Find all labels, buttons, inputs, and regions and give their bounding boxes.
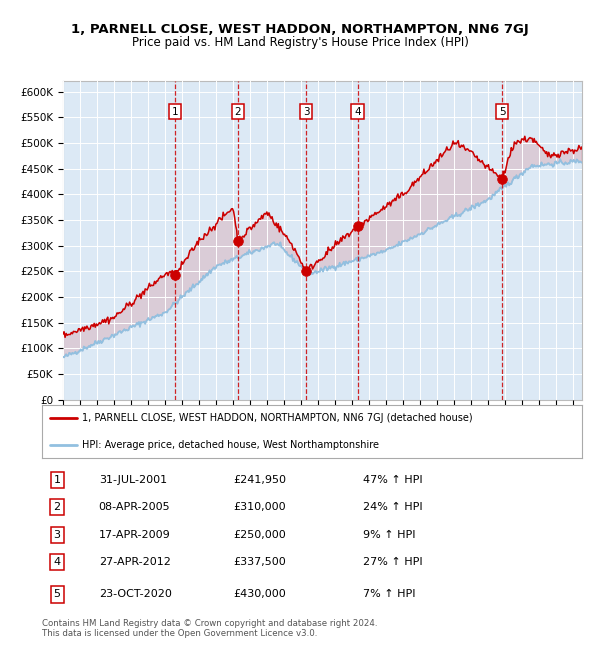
Text: 5: 5 — [53, 590, 61, 599]
Text: 4: 4 — [355, 107, 361, 116]
Text: £337,500: £337,500 — [234, 557, 286, 567]
Text: 31-JUL-2001: 31-JUL-2001 — [98, 475, 167, 485]
Text: £430,000: £430,000 — [234, 590, 286, 599]
Text: 24% ↑ HPI: 24% ↑ HPI — [364, 502, 423, 512]
Text: 2: 2 — [53, 502, 61, 512]
Text: 1, PARNELL CLOSE, WEST HADDON, NORTHAMPTON, NN6 7GJ (detached house): 1, PARNELL CLOSE, WEST HADDON, NORTHAMPT… — [83, 413, 473, 423]
Text: 3: 3 — [303, 107, 310, 116]
Text: £250,000: £250,000 — [234, 530, 286, 540]
Text: 3: 3 — [53, 530, 61, 540]
Text: 5: 5 — [499, 107, 506, 116]
Text: 17-APR-2009: 17-APR-2009 — [98, 530, 170, 540]
Text: 47% ↑ HPI: 47% ↑ HPI — [364, 475, 423, 485]
Text: 08-APR-2005: 08-APR-2005 — [98, 502, 170, 512]
Text: Contains HM Land Registry data © Crown copyright and database right 2024.
This d: Contains HM Land Registry data © Crown c… — [42, 619, 377, 638]
Text: 1: 1 — [53, 475, 61, 485]
Text: Price paid vs. HM Land Registry's House Price Index (HPI): Price paid vs. HM Land Registry's House … — [131, 36, 469, 49]
Text: 1: 1 — [172, 107, 178, 116]
Text: 1, PARNELL CLOSE, WEST HADDON, NORTHAMPTON, NN6 7GJ: 1, PARNELL CLOSE, WEST HADDON, NORTHAMPT… — [71, 23, 529, 36]
Text: 4: 4 — [53, 557, 61, 567]
Text: 27-APR-2012: 27-APR-2012 — [98, 557, 170, 567]
Text: £310,000: £310,000 — [234, 502, 286, 512]
Text: HPI: Average price, detached house, West Northamptonshire: HPI: Average price, detached house, West… — [83, 440, 380, 450]
Text: 9% ↑ HPI: 9% ↑ HPI — [364, 530, 416, 540]
Text: 23-OCT-2020: 23-OCT-2020 — [98, 590, 172, 599]
Text: 2: 2 — [235, 107, 241, 116]
Text: 27% ↑ HPI: 27% ↑ HPI — [364, 557, 423, 567]
Text: 7% ↑ HPI: 7% ↑ HPI — [364, 590, 416, 599]
Text: £241,950: £241,950 — [234, 475, 287, 485]
